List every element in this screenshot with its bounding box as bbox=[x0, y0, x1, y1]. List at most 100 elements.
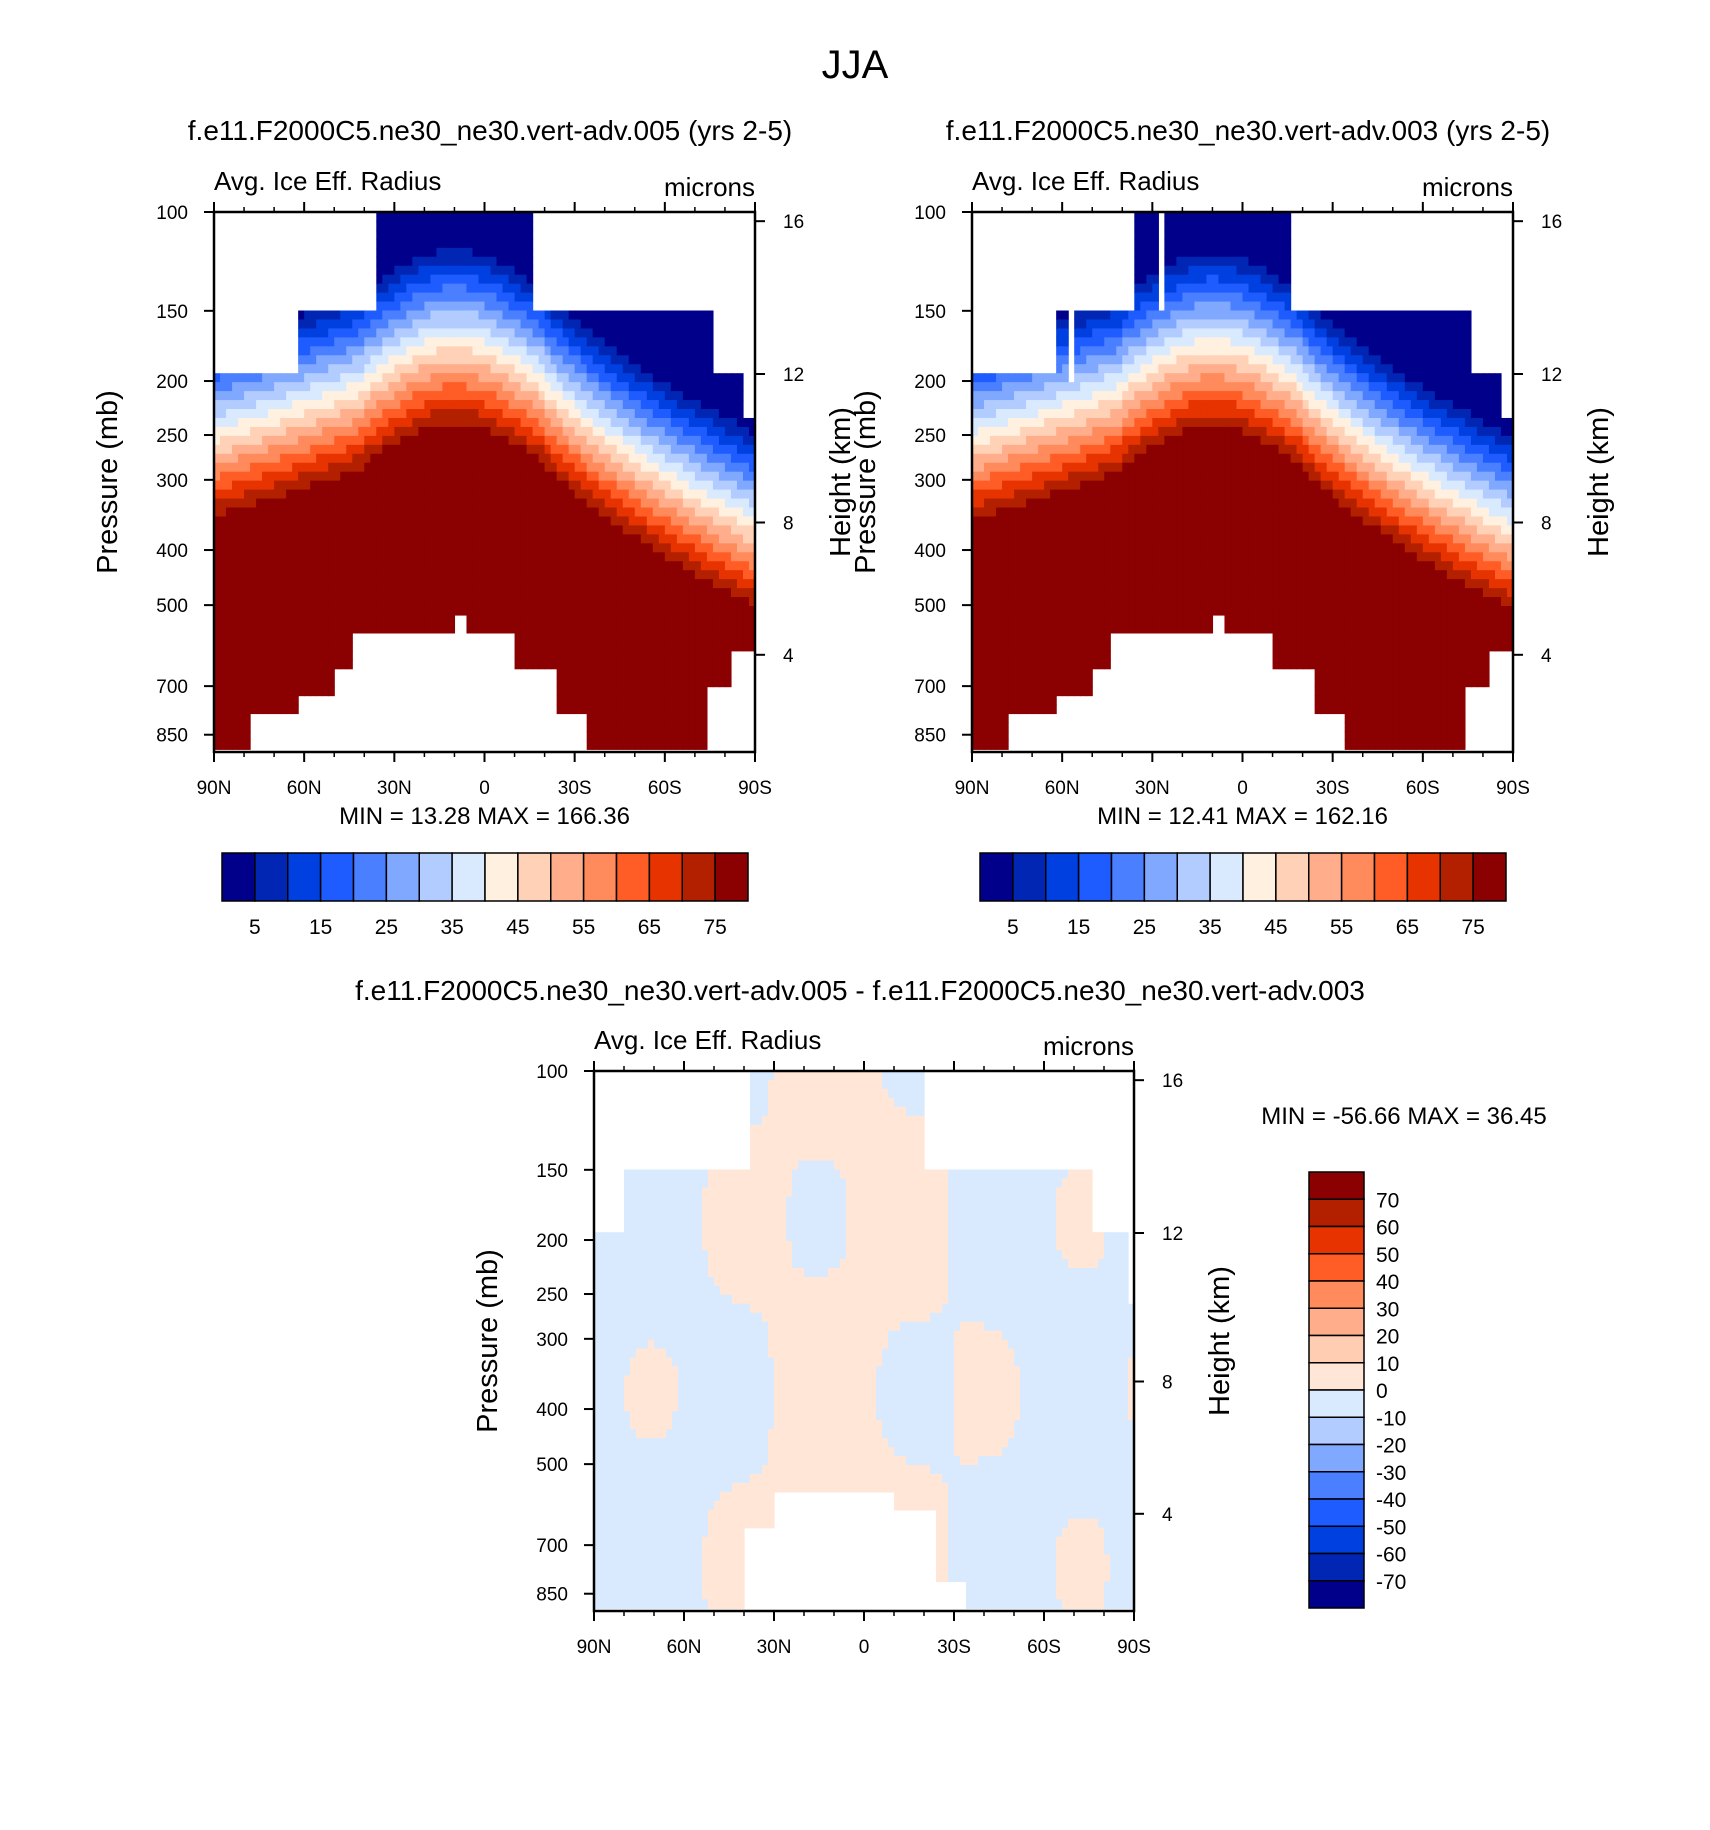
field-cell bbox=[712, 606, 720, 616]
field-cell bbox=[484, 507, 492, 518]
field-cell bbox=[238, 668, 245, 679]
field-cell bbox=[712, 641, 720, 652]
field-cell bbox=[978, 516, 985, 527]
field-cell bbox=[340, 632, 347, 643]
field-cell bbox=[1014, 552, 1021, 562]
field-cell bbox=[1050, 614, 1057, 625]
field-cell bbox=[244, 579, 251, 589]
field-cell bbox=[526, 659, 534, 670]
field-cell bbox=[1026, 516, 1033, 527]
field-cell bbox=[984, 471, 991, 482]
field-cell bbox=[514, 346, 522, 356]
field-cell bbox=[256, 588, 263, 598]
field-cell bbox=[990, 471, 997, 482]
field-cell bbox=[1032, 623, 1039, 634]
field-cell bbox=[628, 391, 636, 401]
field-cell bbox=[598, 677, 606, 688]
field-cell bbox=[1032, 462, 1039, 473]
field-cell bbox=[706, 382, 714, 392]
field-cell bbox=[400, 489, 407, 500]
field-cell bbox=[682, 480, 690, 491]
field-cell bbox=[628, 722, 636, 732]
field-cell bbox=[640, 337, 648, 347]
field-cell bbox=[1050, 561, 1057, 571]
field-cell bbox=[304, 382, 311, 392]
field-cell bbox=[412, 426, 419, 437]
field-cell bbox=[604, 614, 612, 625]
field-cell bbox=[724, 391, 732, 401]
field-cell bbox=[484, 373, 492, 383]
field-cell bbox=[670, 561, 678, 571]
field-cell bbox=[676, 346, 684, 356]
field-cell bbox=[664, 650, 672, 661]
field-cell bbox=[214, 588, 221, 598]
field-cell bbox=[406, 400, 413, 410]
field-cell bbox=[274, 409, 281, 419]
field-cell bbox=[292, 686, 299, 697]
field-cell bbox=[226, 453, 233, 464]
field-cell bbox=[478, 328, 486, 338]
field-cell bbox=[346, 650, 353, 661]
field-cell bbox=[412, 229, 419, 240]
field-cell bbox=[676, 355, 684, 365]
field-cell bbox=[274, 650, 281, 661]
field-cell bbox=[232, 435, 239, 446]
field-cell bbox=[604, 543, 612, 553]
field-cell bbox=[664, 534, 672, 544]
field-cell bbox=[220, 606, 227, 616]
field-cell bbox=[550, 614, 558, 625]
field-cell bbox=[304, 677, 311, 688]
field-cell bbox=[250, 417, 257, 428]
field-cell bbox=[304, 435, 311, 446]
field-cell bbox=[388, 516, 395, 527]
field-cell bbox=[1086, 328, 1093, 338]
field-cell bbox=[1086, 409, 1093, 419]
field-cell bbox=[1056, 328, 1063, 338]
field-cell bbox=[292, 570, 299, 580]
field-cell bbox=[232, 543, 239, 553]
field-cell bbox=[472, 373, 480, 383]
field-cell bbox=[418, 283, 425, 294]
field-cell bbox=[268, 525, 275, 535]
field-cell bbox=[592, 400, 600, 410]
field-cell bbox=[592, 471, 600, 482]
field-cell bbox=[1104, 552, 1111, 562]
field-cell bbox=[550, 641, 558, 652]
field-cell bbox=[244, 650, 251, 661]
field-cell bbox=[682, 579, 690, 589]
field-cell bbox=[262, 606, 269, 616]
field-cell bbox=[1104, 462, 1111, 473]
field-cell bbox=[990, 489, 997, 500]
field-cell bbox=[1032, 695, 1039, 706]
field-cell bbox=[1110, 382, 1117, 392]
field-cell bbox=[448, 552, 456, 562]
field-cell bbox=[598, 740, 606, 750]
field-cell bbox=[460, 507, 468, 518]
field-cell bbox=[538, 462, 546, 473]
field-cell bbox=[730, 632, 738, 643]
field-cell bbox=[502, 579, 510, 589]
field-cell bbox=[972, 641, 979, 652]
field-cell bbox=[628, 426, 636, 437]
field-cell bbox=[256, 650, 263, 661]
field-cell bbox=[1080, 489, 1087, 500]
field-cell bbox=[544, 328, 552, 338]
field-cell bbox=[412, 328, 419, 338]
field-cell bbox=[1074, 614, 1081, 625]
field-cell bbox=[682, 570, 690, 580]
field-cell bbox=[996, 632, 1003, 643]
field-cell bbox=[538, 409, 546, 419]
field-cell bbox=[466, 301, 474, 312]
field-cell bbox=[454, 579, 462, 589]
field-cell bbox=[616, 480, 624, 491]
field-cell bbox=[1014, 373, 1021, 383]
field-cell bbox=[274, 516, 281, 527]
field-cell bbox=[544, 480, 552, 491]
field-cell bbox=[1068, 579, 1075, 589]
field-cell bbox=[730, 382, 738, 392]
field-cell bbox=[978, 731, 985, 741]
field-cell bbox=[670, 319, 678, 330]
field-cell bbox=[298, 552, 305, 562]
field-cell bbox=[610, 713, 618, 724]
field-cell bbox=[724, 579, 732, 589]
